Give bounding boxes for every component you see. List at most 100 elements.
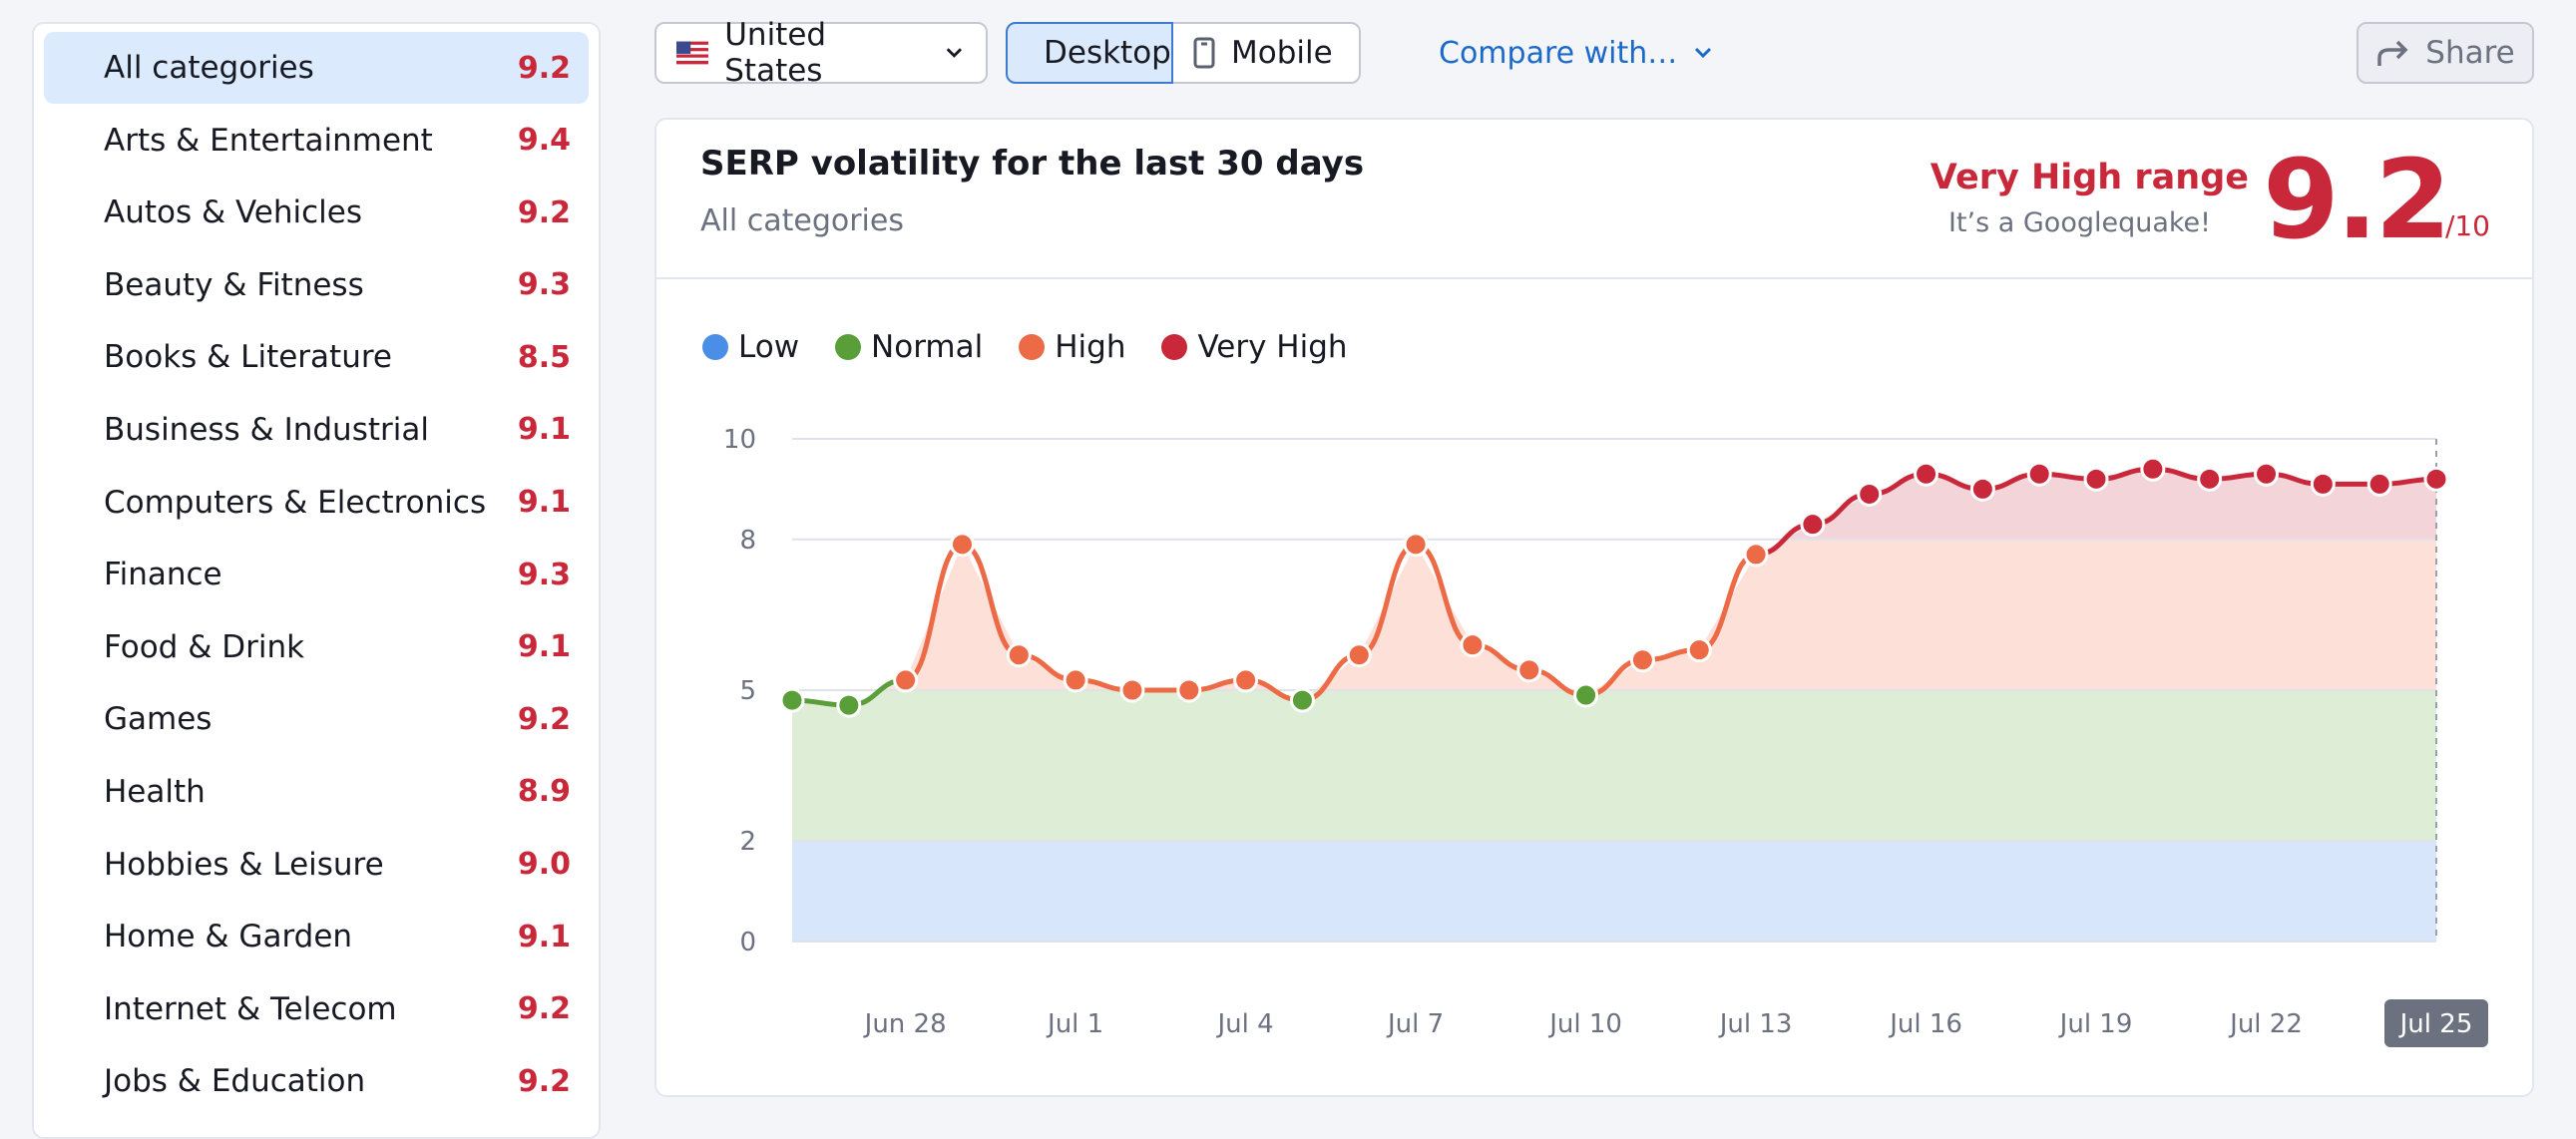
category-score: 9.1 [517, 919, 571, 954]
band-area-normal [792, 690, 2436, 842]
category-label: Hobbies & Leisure [104, 846, 384, 883]
legend-label-normal: Normal [871, 329, 984, 365]
sidebar-category-item[interactable]: Food & Drink 9.1 [44, 611, 589, 683]
data-point [1346, 642, 1372, 668]
data-point [2310, 471, 2336, 497]
legend-label-very-high: Very High [1197, 329, 1348, 365]
y-tick-label: 2 [739, 827, 756, 857]
y-tick-label: 8 [739, 526, 756, 556]
legend-low[interactable]: Low [702, 329, 799, 365]
category-label: Internet & Telecom [104, 990, 397, 1027]
sidebar-category-item[interactable]: Business & Industrial 9.1 [44, 394, 589, 466]
category-score: 8.5 [517, 339, 571, 375]
y-tick-label: 10 [723, 425, 756, 455]
sidebar-category-item[interactable]: Finance 9.3 [44, 539, 589, 610]
x-tick-label: Jul 7 [1386, 1009, 1444, 1039]
sidebar-category-item[interactable]: Home & Garden 9.1 [44, 901, 589, 972]
sidebar-category-item[interactable]: Games 9.2 [44, 683, 589, 755]
data-point [1289, 687, 1315, 713]
category-label: Business & Industrial [104, 411, 429, 448]
data-point [1403, 532, 1429, 558]
compare-with-dropdown[interactable]: Compare with… [1439, 22, 1715, 84]
volatility-card: SERP volatility for the last 30 days All… [654, 118, 2534, 1097]
volatility-chart: 0 2 5 8 10 Jun 28 Jul 1 Jul 4 Jul 7 Jul 10 Jul 13 J… [723, 425, 2488, 1047]
mobile-toggle[interactable]: Mobile [1171, 22, 1361, 84]
card-title: SERP volatility for the last 30 days [700, 144, 1365, 184]
chevron-down-icon [1695, 47, 1712, 59]
category-score: 9.0 [517, 847, 571, 883]
legend-normal[interactable]: Normal [835, 329, 983, 365]
data-point [893, 667, 919, 693]
sidebar-category-item[interactable]: Beauty & Fitness 9.3 [44, 249, 589, 321]
category-label: Books & Literature [104, 339, 392, 376]
category-label: Computers & Electronics [104, 484, 487, 521]
legend-high[interactable]: High [1019, 329, 1125, 365]
band-area-low [792, 841, 2436, 942]
range-label: Very High range [1930, 158, 2249, 197]
category-score: 9.2 [517, 194, 571, 230]
share-label: Share [2425, 35, 2515, 71]
category-score: 8.9 [517, 774, 571, 810]
x-tick-highlight [2384, 999, 2488, 1047]
data-point [1119, 677, 1145, 703]
compare-label: Compare with… [1439, 35, 1678, 71]
x-tick-label: Jul 16 [1888, 1009, 1962, 1039]
category-score: 9.3 [517, 557, 571, 592]
x-tick-label: Jul 22 [2228, 1009, 2303, 1039]
category-label: Finance [104, 557, 222, 593]
legend-label-high: High [1055, 329, 1126, 365]
sidebar-category-item[interactable]: Books & Literature 8.5 [44, 321, 589, 393]
data-point [2254, 461, 2280, 487]
x-tick-label: Jun 28 [863, 1009, 947, 1039]
data-point [1176, 677, 1202, 703]
category-sidebar: All categories 9.2 Arts & Entertainment 9.4… [32, 22, 601, 1139]
category-label: Food & Drink [104, 628, 305, 665]
data-point [1686, 637, 1712, 663]
desktop-label: Desktop [1044, 35, 1171, 71]
data-point [1629, 647, 1655, 673]
chevron-down-icon [946, 48, 963, 58]
share-arrow-icon [2377, 40, 2408, 66]
data-point [836, 692, 862, 718]
data-point [2026, 461, 2052, 487]
data-point [1063, 667, 1088, 693]
data-point [2423, 466, 2449, 492]
sidebar-category-item[interactable]: All categories 9.2 [44, 32, 589, 104]
sidebar-category-item[interactable]: Internet & Telecom 9.2 [44, 973, 589, 1045]
toolbar: United States Desktop Mobile Compare wit… [654, 17, 2534, 89]
sidebar-category-item[interactable]: Computers & Electronics 9.1 [44, 467, 589, 539]
sidebar-category-item[interactable]: Arts & Entertainment 9.4 [44, 105, 589, 177]
data-point [2140, 456, 2166, 482]
category-label: Arts & Entertainment [104, 122, 433, 159]
legend-very-high[interactable]: Very High [1161, 329, 1348, 365]
share-button[interactable]: Share [2357, 22, 2534, 84]
sidebar-category-item[interactable]: Autos & Vehicles 9.2 [44, 177, 589, 248]
country-select[interactable]: United States [654, 17, 988, 89]
category-label: Games [104, 701, 213, 738]
desktop-toggle[interactable]: Desktop [1006, 22, 1173, 84]
data-point [2366, 471, 2392, 497]
x-tick-label: Jul 25 [2398, 1009, 2473, 1039]
legend-label-low: Low [738, 329, 800, 365]
category-score: 9.2 [517, 991, 571, 1027]
sidebar-category-item[interactable]: Health 8.9 [44, 756, 589, 828]
category-label: Autos & Vehicles [104, 194, 363, 231]
range-description: It’s a Googlequake! [1947, 207, 2211, 238]
country-label: United States [724, 17, 827, 89]
normal-dot-icon [835, 334, 862, 360]
data-point [2083, 466, 2109, 492]
data-point [2197, 466, 2223, 492]
sidebar-category-item[interactable]: Hobbies & Leisure 9.0 [44, 829, 589, 901]
y-tick-label: 0 [739, 928, 756, 957]
data-point [1743, 542, 1769, 568]
phone-icon [1193, 37, 1215, 69]
x-tick-label: Jul 4 [1216, 1009, 1274, 1039]
data-point [1233, 667, 1259, 693]
us-flag-icon [676, 41, 709, 65]
high-dot-icon [1019, 334, 1046, 360]
sidebar-category-item[interactable]: Jobs & Education 9.2 [44, 1045, 589, 1117]
category-score: 9.2 [517, 1063, 571, 1099]
category-score: 9.1 [517, 412, 571, 448]
very-high-dot-icon [1161, 334, 1188, 360]
data-point [1516, 657, 1542, 683]
